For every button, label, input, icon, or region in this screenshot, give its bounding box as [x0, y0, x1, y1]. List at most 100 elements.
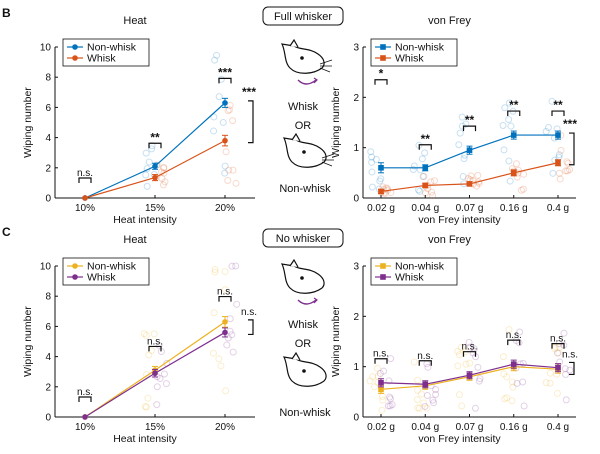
individual-point: [542, 379, 550, 387]
individual-point: [474, 363, 482, 371]
y-tick-label: 8: [45, 292, 51, 303]
individual-point: [557, 146, 565, 154]
individual-point: [419, 173, 427, 181]
individual-point: [501, 395, 509, 403]
significance-bracket: [462, 351, 477, 357]
individual-point: [564, 159, 572, 167]
individual-point: [553, 349, 561, 357]
data-marker: [222, 100, 228, 106]
y-tick-label: 10: [40, 43, 52, 54]
individual-point: [226, 101, 234, 109]
individual-point: [210, 309, 218, 317]
individual-point: [499, 353, 507, 361]
significance-bracket: [374, 358, 388, 364]
group-significance-label: ***: [563, 117, 577, 131]
individual-point: [160, 370, 168, 378]
data-marker: [82, 414, 88, 420]
x-tick-label: 10%: [75, 422, 95, 433]
individual-point: [503, 373, 511, 381]
significance-bracket: [78, 396, 92, 402]
individual-point: [520, 170, 528, 178]
individual-point: [501, 104, 509, 112]
significance-label: **: [465, 113, 475, 127]
group-bracket: [248, 319, 254, 336]
individual-point: [160, 169, 168, 177]
individual-point: [386, 393, 394, 401]
significance-label: **: [509, 98, 519, 112]
mouse-label-or-b: OR: [295, 120, 312, 132]
individual-point: [455, 141, 463, 149]
individual-point: [155, 341, 163, 349]
data-marker: [422, 182, 429, 189]
individual-point: [232, 262, 240, 270]
individual-point: [233, 300, 241, 308]
individual-point: [500, 146, 508, 154]
individual-point: [368, 158, 376, 166]
individual-point: [162, 380, 170, 388]
individual-point: [417, 390, 425, 398]
series-line-0: [84, 102, 226, 199]
individual-point: [508, 378, 516, 386]
x-axis-label: von Frey intensity: [418, 214, 501, 226]
individual-point: [508, 397, 516, 405]
individual-point: [368, 183, 376, 191]
significance-label: n.s.: [217, 287, 233, 298]
legend-marker: [72, 274, 78, 280]
individual-point: [368, 153, 376, 161]
individual-point: [475, 179, 483, 187]
individual-point: [142, 403, 150, 411]
individual-point: [553, 389, 561, 397]
mouse-label-nonwhisk-b: Non-whisk: [279, 183, 331, 195]
y-tick-label: 10: [40, 262, 52, 273]
legend-box: [62, 38, 150, 67]
individual-point: [160, 163, 168, 171]
x-axis-label: Heat intensity: [113, 433, 177, 445]
significance-bracket: [218, 295, 232, 302]
y-tick-label: 8: [45, 73, 51, 84]
individual-point: [505, 326, 513, 334]
individual-point: [475, 377, 483, 385]
individual-point: [217, 75, 225, 83]
individual-point: [563, 158, 571, 166]
legend-marker: [380, 55, 386, 61]
significance-label: **: [421, 132, 431, 146]
y-tick-label: 0: [45, 413, 51, 424]
group-significance-label: n.s.: [241, 307, 257, 318]
individual-point: [555, 151, 563, 159]
y-tick-label: 6: [45, 322, 51, 333]
significance-bracket: [78, 177, 92, 183]
data-marker: [466, 181, 473, 187]
chart-C-vf: 0 1 2 3 0.02 g 0.04 g 0.07 g 0.16 g 0.4 g von Fre…: [330, 234, 578, 445]
individual-point: [516, 328, 524, 336]
legend-marker: [380, 44, 386, 50]
mouse-nonwhisk-illustration-c: [282, 351, 327, 387]
individual-point: [505, 157, 513, 165]
y-axis-label: Wiping number: [330, 306, 342, 377]
condition-label-b: Full whisker: [274, 11, 332, 23]
individual-point: [562, 167, 570, 175]
individual-point: [415, 404, 423, 412]
data-marker: [378, 379, 384, 386]
significance-bracket: [551, 343, 565, 349]
individual-point: [416, 187, 424, 195]
y-tick-label: 0: [353, 194, 359, 205]
x-tick-label: 0.02 g: [367, 203, 395, 214]
individual-point: [462, 120, 470, 128]
individual-point: [225, 106, 233, 114]
individual-point: [566, 366, 574, 374]
legend-marker: [380, 274, 386, 280]
individual-point: [222, 148, 230, 156]
legend-label: Non-whisk: [395, 42, 445, 54]
significance-label: *: [379, 67, 384, 81]
individual-point: [466, 359, 474, 367]
group-significance-label: n.s.: [562, 349, 578, 360]
x-tick-label: 0.4 g: [547, 203, 569, 214]
legend-label: Non-whisk: [87, 42, 137, 54]
significance-label: n.s.: [77, 168, 93, 179]
individual-point: [506, 177, 514, 185]
individual-point: [211, 268, 219, 276]
mouse-label-nonwhisk-c: Non-whisk: [279, 407, 331, 419]
legend-marker: [72, 263, 78, 269]
individual-point: [556, 175, 564, 183]
